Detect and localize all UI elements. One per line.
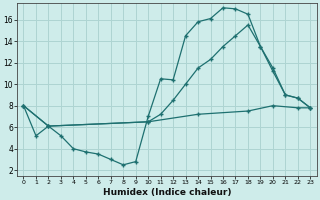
X-axis label: Humidex (Indice chaleur): Humidex (Indice chaleur): [103, 188, 231, 197]
